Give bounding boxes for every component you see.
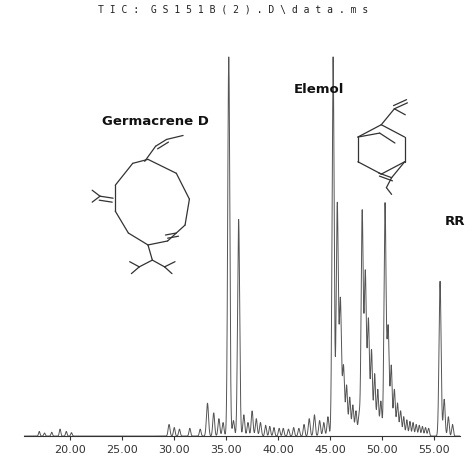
Text: RR: RR bbox=[445, 215, 465, 228]
Text: Germacrene D: Germacrene D bbox=[102, 115, 209, 128]
Text: T I C :  G S 1 5 1 B ( 2 ) . D \ d a t a . m s: T I C : G S 1 5 1 B ( 2 ) . D \ d a t a … bbox=[98, 4, 368, 14]
Text: Elemol: Elemol bbox=[294, 83, 345, 96]
